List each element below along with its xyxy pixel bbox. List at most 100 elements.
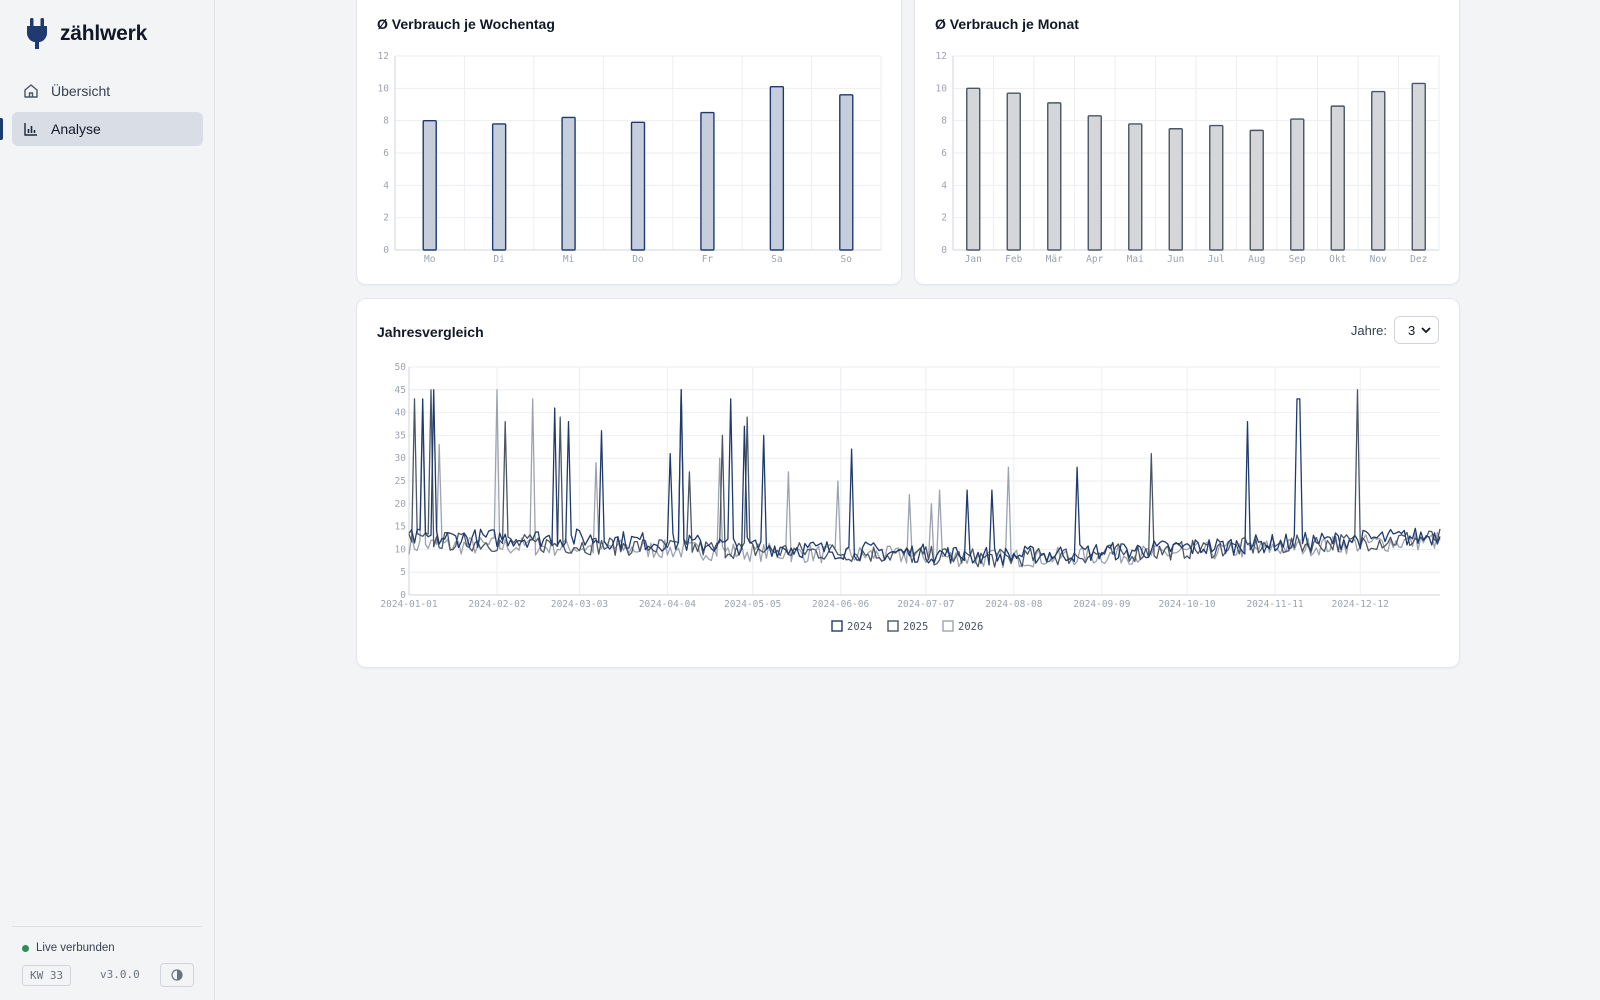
sidebar-item-label: Übersicht [51, 83, 111, 99]
sidebar: zählwerk Übersicht Analyse Live verbunde… [0, 0, 215, 1000]
weekday-bar-chart: 0 2 4 6 8 10 12 Mo Di Mi Do Fr Sa So [378, 51, 882, 265]
y-tick-label: 0 [383, 245, 389, 256]
y-tick-label: 12 [936, 51, 947, 62]
series-line-2024 [408, 389, 1441, 566]
card-title: Jahresvergleich [377, 324, 484, 340]
years-control: Jahre: 3 [1351, 316, 1439, 344]
x-tick-label: Mi [563, 254, 575, 265]
x-tick-label: Mär [1046, 254, 1063, 265]
connection-status: Live verbunden [22, 942, 115, 954]
x-tick-label: 2024-08-08 [985, 599, 1042, 610]
y-tick-label: 2 [383, 213, 389, 224]
y-tick-label: 15 [395, 522, 406, 533]
card-title: Ø Verbrauch je Wochentag [377, 16, 555, 32]
bar [1371, 90, 1386, 251]
legend-swatch [887, 620, 899, 632]
month-bar-chart: 0 2 4 6 8 10 12 Jan Feb Mär Apr Mai Jun Jul Aug Sep Okt N… [936, 51, 1440, 265]
y-tick-label: 12 [378, 51, 389, 62]
app-logo[interactable]: zählwerk [26, 18, 147, 50]
legend-swatch [831, 620, 843, 632]
y-tick-label: 25 [395, 476, 406, 487]
bar [1047, 102, 1062, 251]
x-tick-label: Mai [1127, 254, 1144, 265]
month-consumption-card: Ø Verbrauch je Monat 0 2 4 6 8 10 12 Jan Feb Mär A… [914, 0, 1460, 285]
chevron-down-icon [1421, 326, 1431, 333]
bar [700, 111, 715, 251]
legend-label: 2025 [903, 621, 928, 633]
y-tick-label: 10 [395, 544, 407, 555]
x-tick-label: 2024-04-04 [639, 599, 696, 610]
years-label: Jahre: [1350, 322, 1387, 338]
y-tick-label: 4 [383, 180, 389, 191]
y-tick-label: 4 [941, 180, 947, 191]
x-tick-label: Jun [1167, 254, 1184, 265]
x-tick-label: Mo [424, 254, 436, 265]
x-tick-label: 2024-02-02 [468, 599, 525, 610]
sidebar-footer: Live verbunden KW 33 v3.0.0 [12, 926, 202, 987]
bar [1087, 115, 1102, 251]
bar [1249, 129, 1264, 251]
y-tick-label: 10 [378, 83, 390, 94]
x-tick-label: Jan [965, 254, 982, 265]
status-dot [22, 944, 29, 952]
x-tick-label: 2024-03-03 [551, 599, 608, 610]
bar [839, 94, 854, 251]
x-tick-label: 2024-09-09 [1073, 599, 1130, 610]
bar [1006, 92, 1021, 251]
x-tick-label: Jul [1208, 254, 1225, 265]
y-tick-label: 0 [400, 590, 406, 601]
bar [966, 87, 981, 251]
week-badge: KW 33 [22, 965, 72, 986]
bar [1330, 105, 1345, 251]
contrast-icon [171, 969, 183, 981]
y-tick-label: 45 [395, 385, 406, 396]
bar-chart-icon [24, 123, 37, 136]
yearly-comparison-card: Jahresvergleich Jahre: 3 0 5 10 15 20 25 30 35 4… [356, 298, 1460, 668]
y-tick-label: 0 [941, 245, 947, 256]
y-tick-label: 20 [395, 499, 407, 510]
x-tick-label: Okt [1329, 254, 1346, 265]
bar [1168, 128, 1183, 251]
status-text: Live verbunden [36, 942, 115, 954]
x-tick-label: 2024-12-12 [1332, 599, 1389, 610]
x-tick-label: Feb [1005, 254, 1022, 265]
sidebar-item-analyse[interactable]: Analyse [12, 112, 203, 146]
x-tick-label: Sa [771, 254, 782, 265]
theme-toggle-button[interactable] [160, 963, 194, 987]
bar [1128, 123, 1143, 251]
legend-label: 2024 [847, 621, 872, 633]
app-name: zählwerk [60, 22, 148, 45]
y-tick-label: 40 [395, 408, 407, 419]
bar [491, 123, 507, 251]
y-tick-label: 6 [383, 148, 389, 159]
sidebar-item-uebersicht[interactable]: Übersicht [12, 74, 203, 108]
legend-swatch [942, 620, 954, 632]
years-select[interactable]: 3 [1394, 316, 1439, 344]
y-tick-label: 8 [941, 116, 947, 127]
x-tick-label: Fr [702, 254, 714, 265]
bar [422, 119, 437, 251]
bar [1290, 118, 1305, 251]
x-tick-label: 2024-10-10 [1158, 599, 1215, 610]
x-tick-label: Di [493, 254, 505, 265]
bar [769, 86, 785, 251]
y-tick-label: 30 [395, 453, 407, 464]
plug-icon [27, 18, 47, 49]
sidebar-item-label: Analyse [51, 121, 101, 137]
y-tick-label: 6 [941, 148, 947, 159]
x-tick-label: Nov [1370, 254, 1387, 265]
x-tick-label: Do [632, 254, 644, 265]
card-title: Ø Verbrauch je Monat [935, 16, 1079, 32]
x-tick-label: Aug [1248, 254, 1265, 265]
y-tick-label: 10 [936, 83, 948, 94]
legend-label: 2026 [958, 621, 983, 633]
bar [1209, 124, 1224, 251]
active-nav-marker [0, 118, 3, 140]
y-tick-label: 8 [383, 116, 389, 127]
home-icon [24, 84, 38, 98]
x-tick-label: 2024-11-11 [1246, 599, 1303, 610]
x-tick-label: Apr [1086, 254, 1103, 265]
series-line-2025 [408, 389, 1441, 568]
y-tick-label: 5 [400, 567, 406, 578]
